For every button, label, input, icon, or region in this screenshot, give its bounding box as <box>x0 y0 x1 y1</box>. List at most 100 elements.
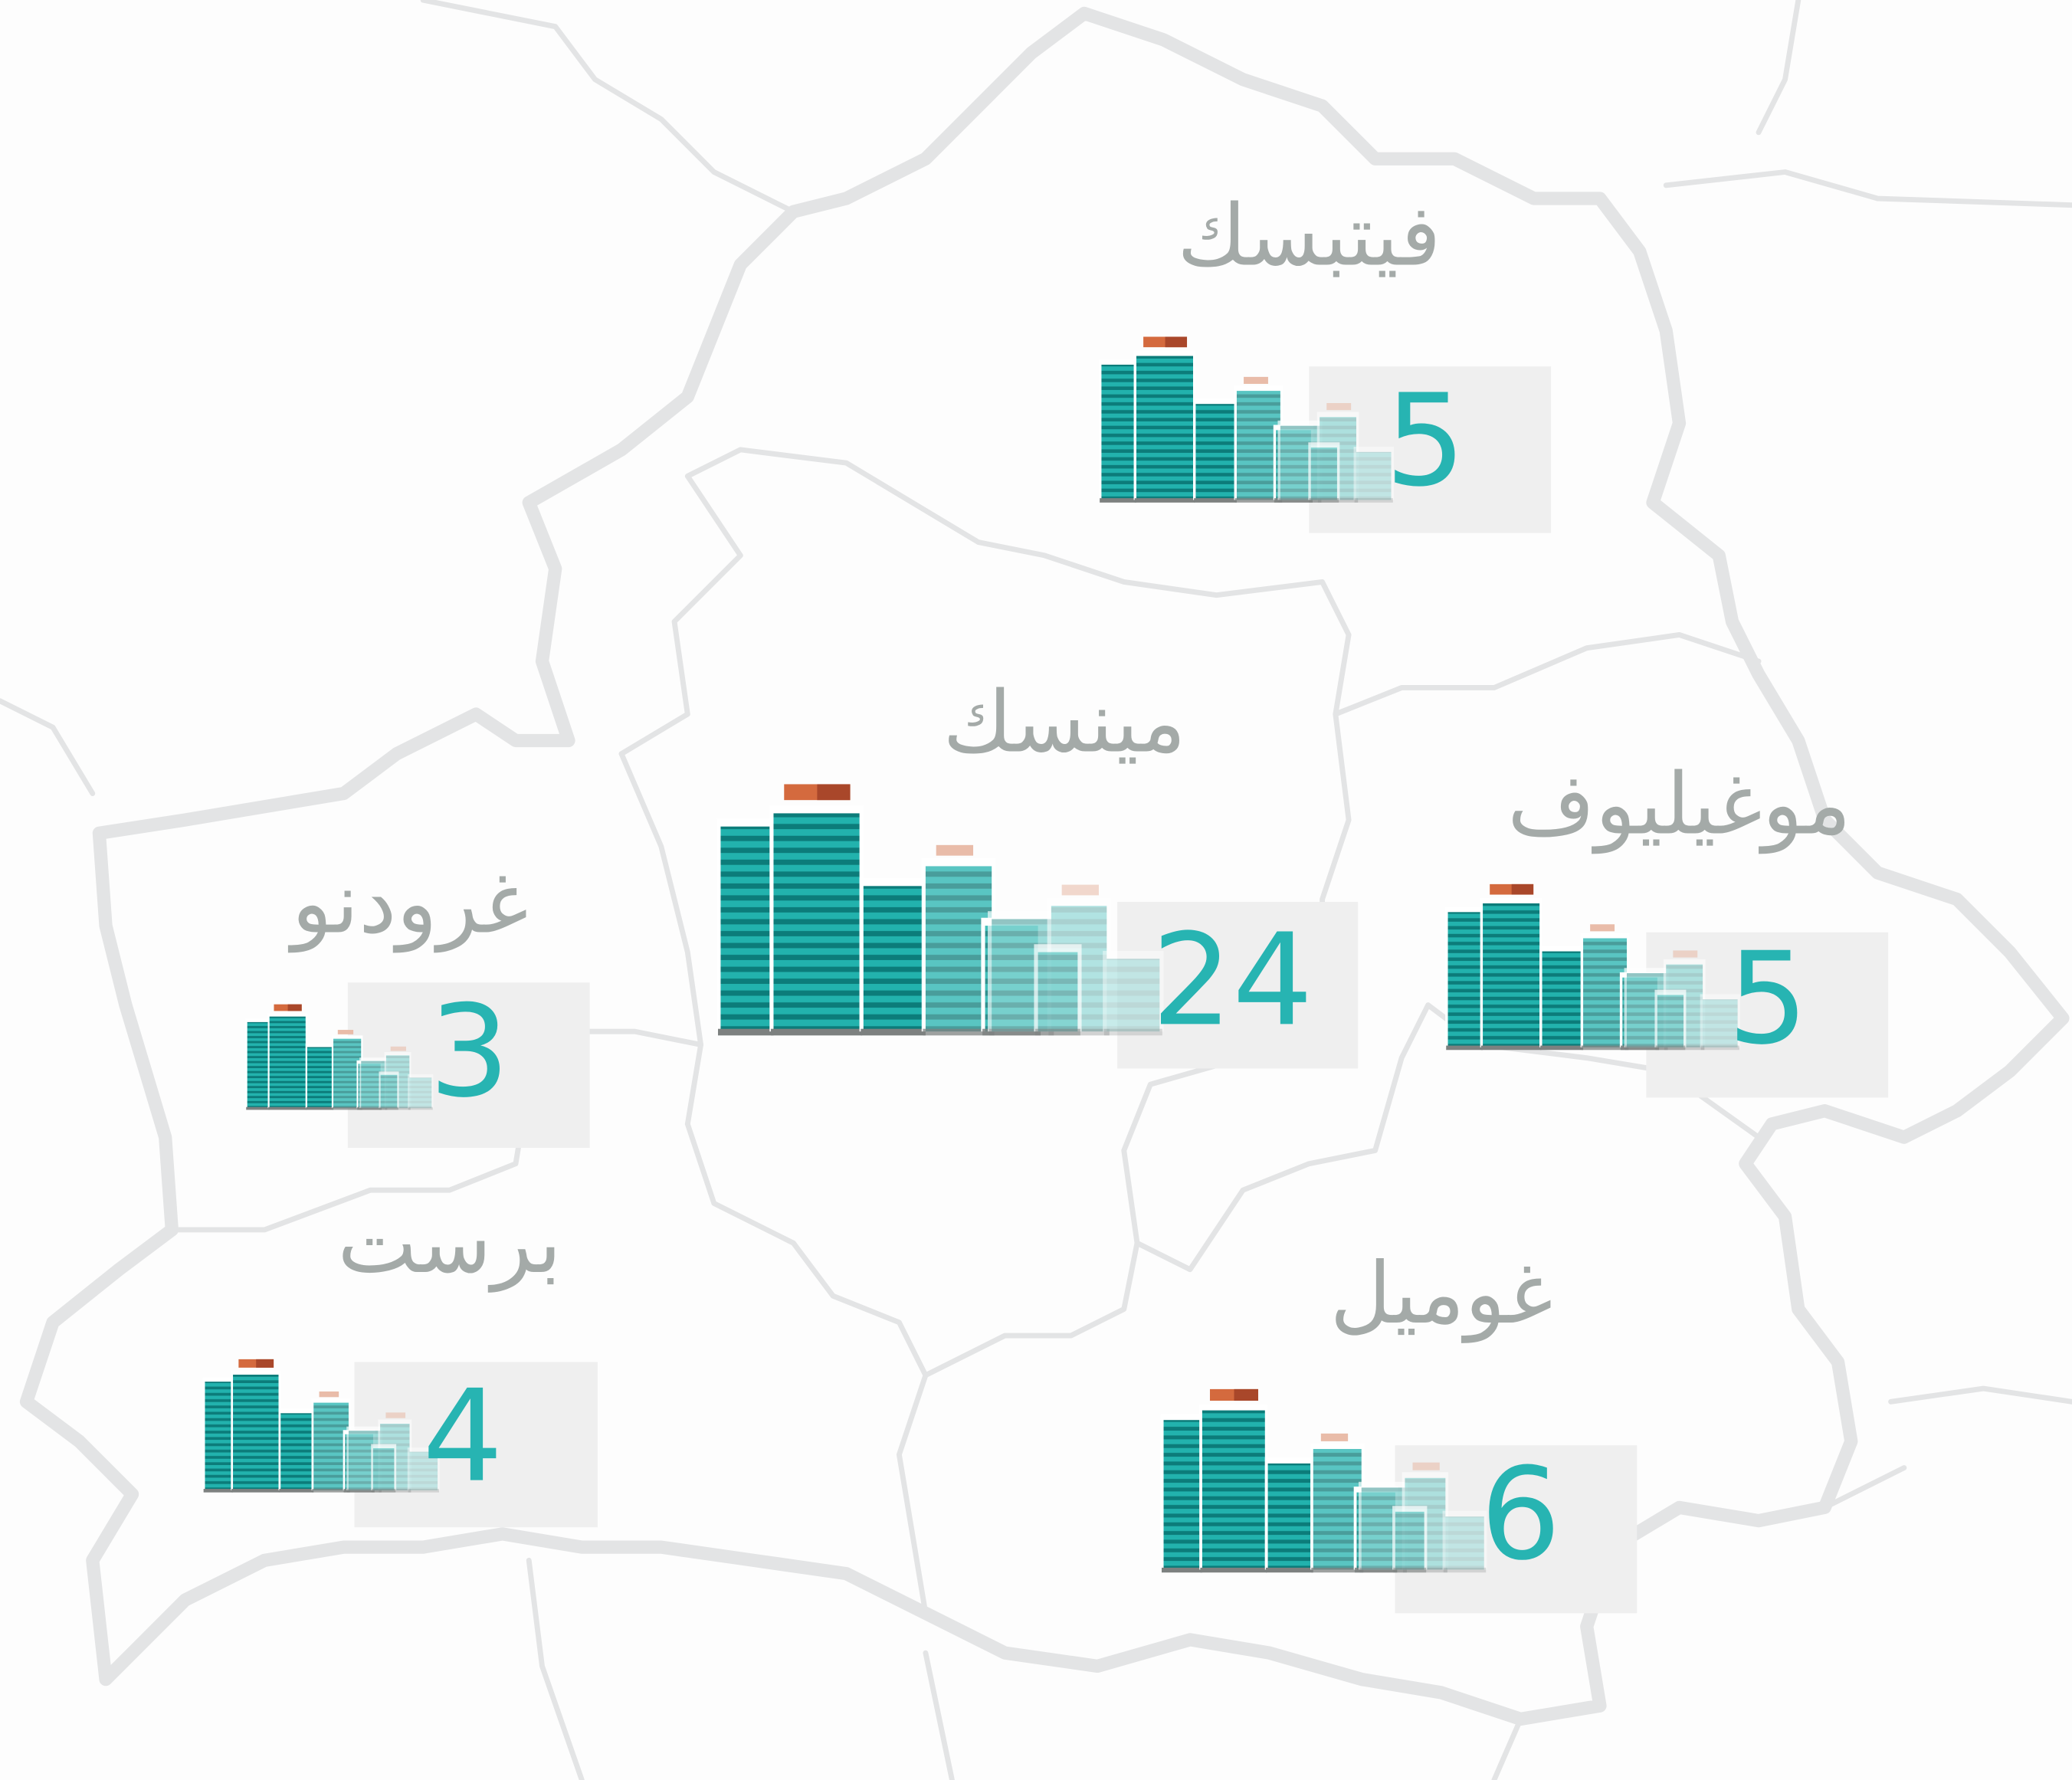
roof-shade <box>817 784 851 801</box>
building <box>1313 1448 1362 1570</box>
building-base <box>982 1028 1041 1036</box>
building <box>372 1448 395 1490</box>
region-name: غرودنو <box>287 854 528 953</box>
building <box>1136 356 1194 500</box>
building-base <box>861 1028 926 1036</box>
buildings <box>1445 883 1741 1051</box>
building-base <box>379 1106 398 1110</box>
building <box>409 1077 432 1109</box>
region: غوميل 6 <box>1160 1244 1638 1614</box>
building-base <box>1621 1045 1660 1051</box>
region-name: غوميل <box>1329 1244 1552 1343</box>
building-base <box>1278 498 1322 503</box>
building-base <box>408 1489 439 1493</box>
buildings <box>245 1004 434 1110</box>
building <box>1106 959 1160 1032</box>
building-base <box>1443 1567 1487 1573</box>
building-base <box>1162 1567 1202 1573</box>
building-base <box>717 1028 774 1036</box>
region: غرودنو 3 <box>245 854 590 1148</box>
building <box>1267 1463 1312 1570</box>
building <box>1583 938 1627 1047</box>
building-base <box>923 1028 995 1036</box>
building-base <box>1266 1567 1313 1573</box>
building-base <box>279 1489 314 1493</box>
building <box>720 826 772 1032</box>
region-border <box>618 751 929 1616</box>
building-base <box>1359 1567 1407 1573</box>
building-base <box>1700 1045 1739 1051</box>
region-border <box>169 1028 704 1233</box>
building <box>1395 1511 1424 1570</box>
roof-shade <box>287 1004 302 1011</box>
building <box>1657 995 1684 1047</box>
building-base <box>1655 1045 1686 1051</box>
building-base <box>357 1106 382 1110</box>
building <box>233 1375 279 1490</box>
building-base <box>332 1106 362 1110</box>
roof-shade <box>1234 1388 1258 1401</box>
region: فيتبسك 5 <box>1099 186 1552 533</box>
building-base <box>1540 1045 1584 1051</box>
buildings <box>1160 1388 1487 1573</box>
building-base <box>1581 1045 1629 1051</box>
building-base <box>408 1106 433 1110</box>
region: برست 4 <box>202 1194 598 1528</box>
roof <box>1320 1433 1349 1441</box>
region-value: 5 <box>1385 367 1465 515</box>
region: موغيليوف 5 <box>1445 755 1889 1098</box>
building-base <box>988 1028 1054 1036</box>
roof <box>390 1046 406 1051</box>
building-base <box>771 1028 863 1036</box>
building <box>280 1413 313 1490</box>
regions: فيتبسك 5 مينسك 24 موغيليوف 5 غرودنو 3 برست 4 غوميل… <box>202 186 1889 1614</box>
region-value: 24 <box>1152 906 1313 1054</box>
building-base <box>372 1489 396 1493</box>
building-base <box>1103 1028 1162 1036</box>
building-base <box>1234 498 1283 503</box>
building <box>773 813 860 1032</box>
building-base <box>306 1106 334 1110</box>
roof <box>1326 403 1352 411</box>
building-base <box>1354 1567 1398 1573</box>
building <box>1101 364 1135 500</box>
building-base <box>359 1106 388 1110</box>
region-value: 4 <box>422 1363 503 1511</box>
roof <box>936 844 974 856</box>
buildings <box>202 1359 440 1493</box>
building <box>863 886 923 1032</box>
roof <box>1590 924 1615 932</box>
building <box>1483 903 1540 1047</box>
building-base <box>1480 1045 1542 1051</box>
building <box>1163 1420 1201 1570</box>
region-value: 6 <box>1480 1441 1561 1588</box>
region-value: 5 <box>1727 925 1808 1073</box>
building-base <box>1624 1045 1668 1051</box>
building-base <box>1194 498 1237 503</box>
building-base <box>1311 1567 1364 1573</box>
building <box>205 1382 232 1490</box>
building-base <box>231 1489 280 1493</box>
building <box>333 1038 362 1109</box>
building-base <box>203 1489 234 1493</box>
building <box>925 866 992 1032</box>
region-name: موغيليوف <box>1507 755 1851 854</box>
buildings <box>716 784 1164 1036</box>
roof <box>1412 1462 1440 1470</box>
building <box>247 1021 269 1109</box>
roof-shade <box>256 1359 274 1368</box>
building <box>1202 1410 1265 1570</box>
region-border <box>923 1240 1140 1378</box>
building <box>1236 391 1280 500</box>
country-border <box>19 6 2070 1726</box>
roof-shade <box>1511 883 1534 895</box>
building-base <box>1309 498 1339 503</box>
roof <box>319 1391 339 1398</box>
region-value: 3 <box>429 979 510 1126</box>
building-base <box>343 1489 375 1493</box>
roof <box>1061 884 1099 896</box>
building-base <box>312 1489 350 1493</box>
building-base <box>347 1489 382 1493</box>
